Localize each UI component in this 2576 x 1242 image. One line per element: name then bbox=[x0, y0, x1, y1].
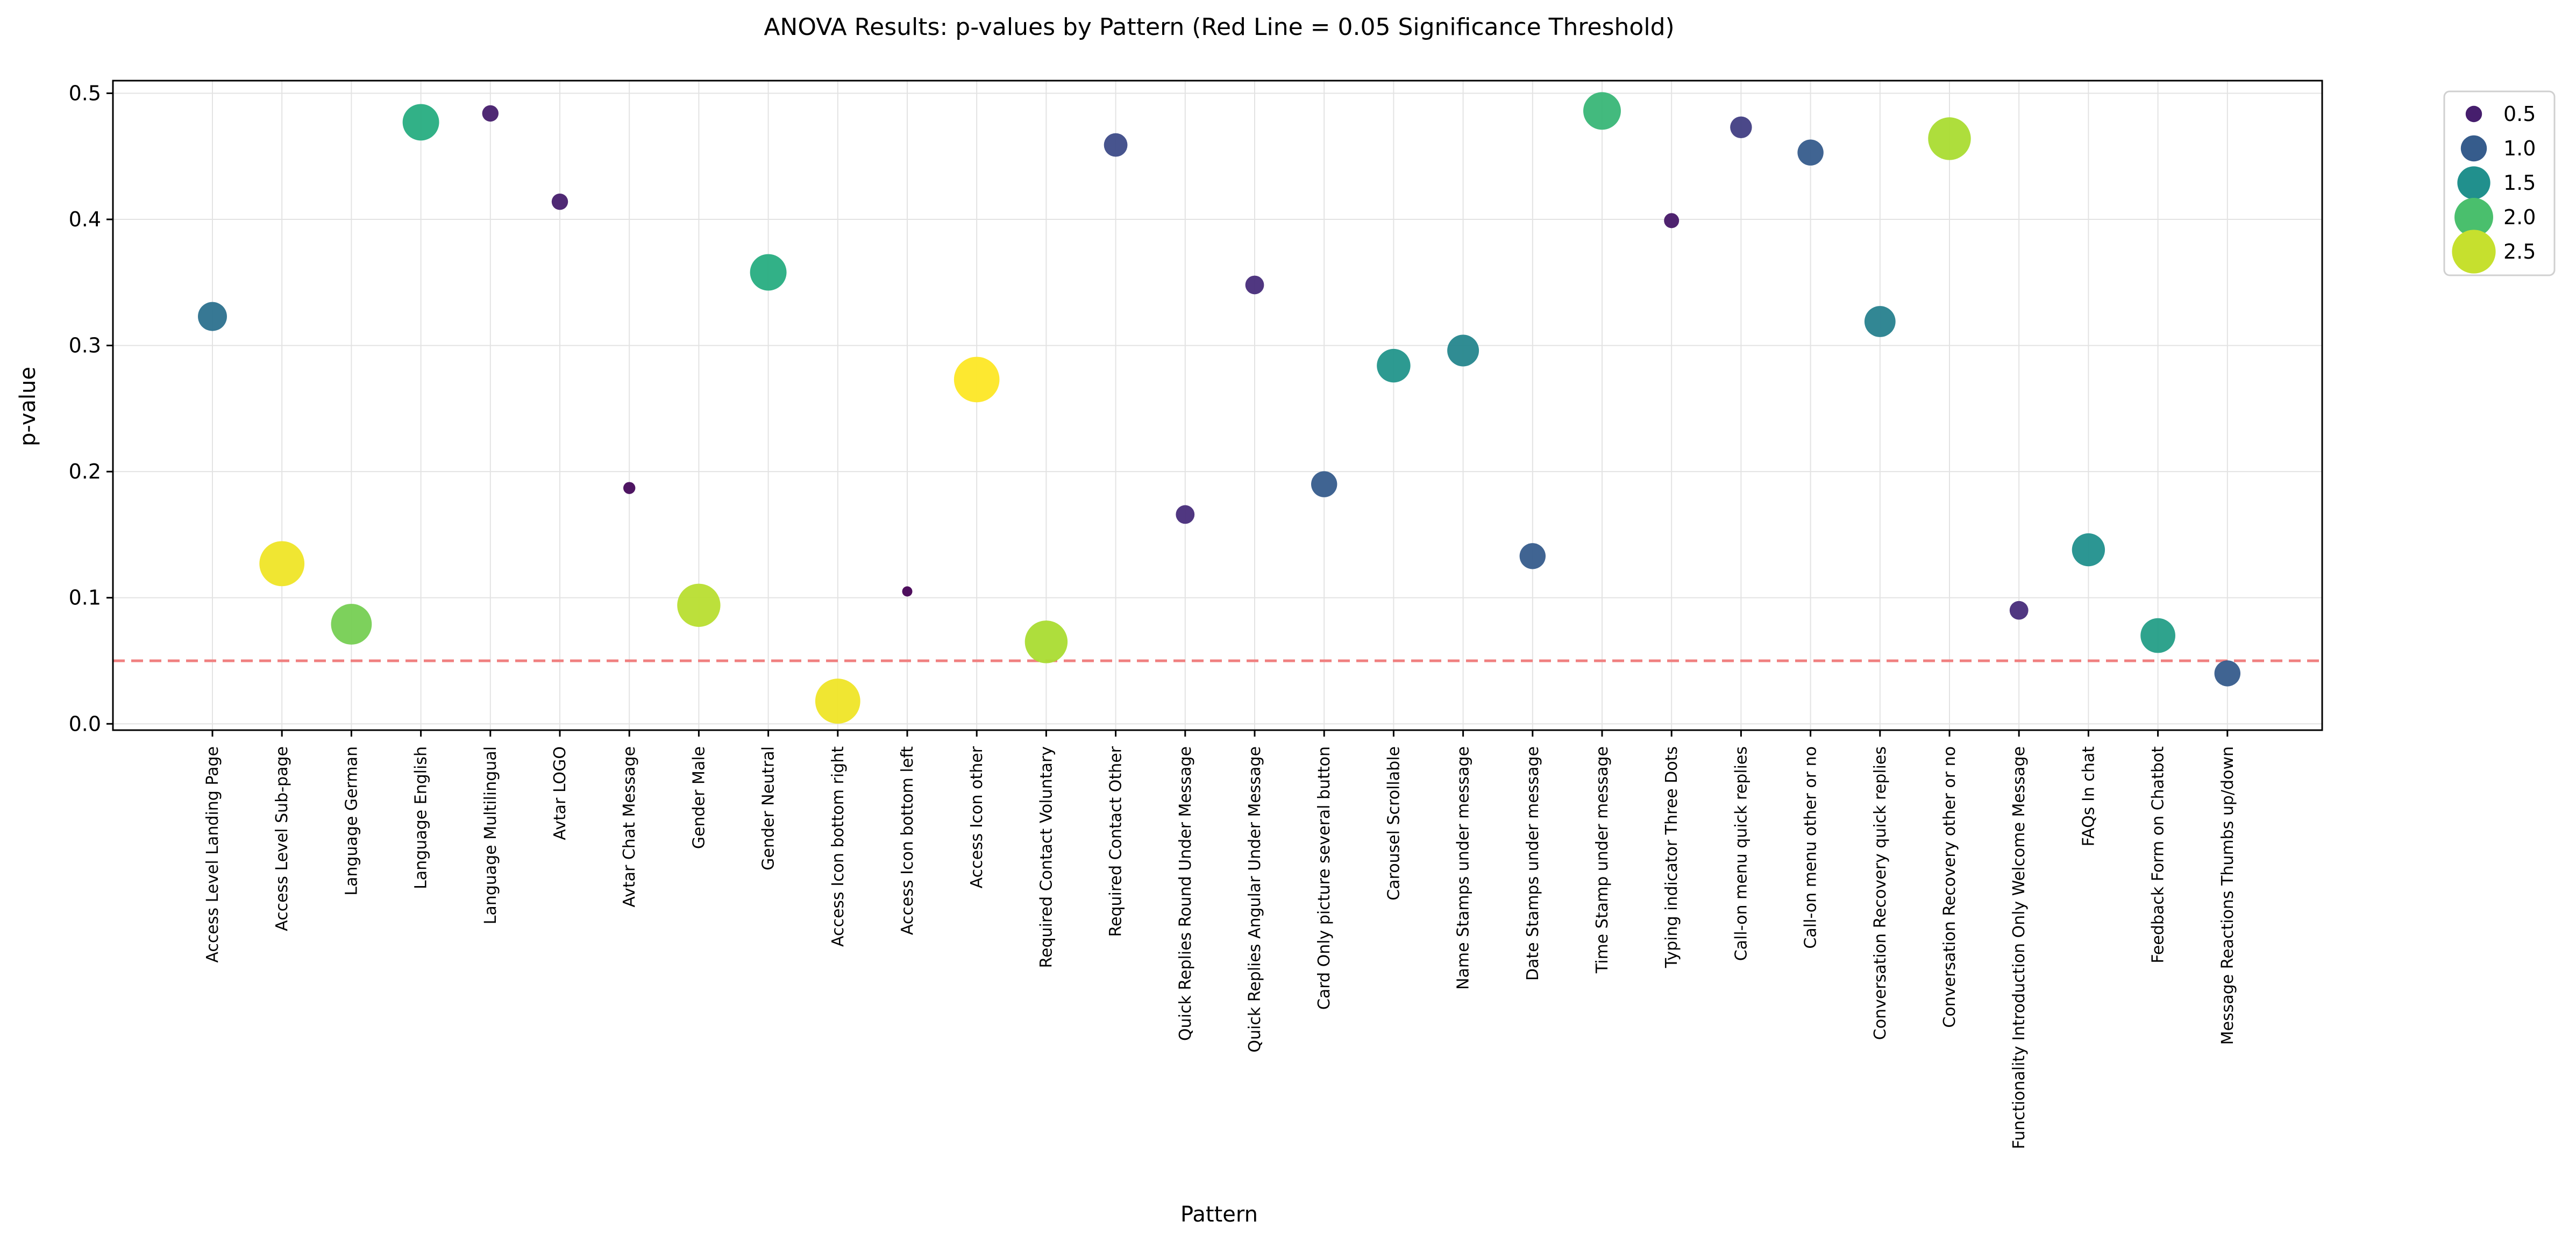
x-axis-label: Pattern bbox=[1180, 1202, 1258, 1227]
data-point bbox=[551, 193, 568, 210]
legend-label: 1.0 bbox=[2503, 137, 2536, 160]
y-tick-label: 0.0 bbox=[69, 712, 101, 736]
x-tick-label: Required Contact Voluntary bbox=[1037, 746, 1056, 968]
data-point bbox=[1583, 92, 1621, 130]
legend: 0.5 1.0 1.5 2.0 2.5 bbox=[2443, 90, 2556, 276]
data-point bbox=[1928, 117, 1971, 160]
x-tick-label: Required Contact Other bbox=[1107, 746, 1126, 937]
data-point bbox=[259, 541, 305, 587]
legend-marker bbox=[2452, 230, 2496, 274]
chart-title: ANOVA Results: p-values by Pattern (Red … bbox=[764, 13, 1674, 41]
data-point bbox=[1176, 505, 1195, 524]
legend-label: 2.0 bbox=[2503, 205, 2536, 229]
data-point bbox=[2072, 533, 2105, 567]
x-tick-label: Access Level Landing Page bbox=[203, 746, 222, 963]
legend-label: 2.5 bbox=[2503, 240, 2536, 263]
data-point bbox=[2214, 660, 2241, 687]
legend-label: 0.5 bbox=[2503, 102, 2536, 126]
data-point bbox=[1797, 139, 1824, 166]
data-point bbox=[623, 482, 636, 494]
data-point bbox=[902, 586, 913, 597]
data-point bbox=[1447, 334, 1479, 367]
x-tick-label: Call-on menu other or no bbox=[1802, 746, 1820, 949]
data-point bbox=[482, 105, 499, 122]
data-point bbox=[953, 356, 1000, 403]
x-tick-label: Message Reactions Thumbs up/down bbox=[2218, 746, 2237, 1045]
data-point bbox=[1664, 213, 1680, 229]
data-point bbox=[2009, 601, 2029, 620]
x-tick-label: Avtar LOGO bbox=[551, 746, 570, 840]
x-tick-label: Access Icon other bbox=[967, 746, 986, 888]
data-point bbox=[1864, 306, 1896, 337]
data-point bbox=[1377, 348, 1411, 383]
x-tick-label: Name Stamps under message bbox=[1454, 746, 1473, 990]
data-point bbox=[815, 679, 860, 724]
data-point bbox=[1519, 543, 1546, 569]
x-tick-label: Conversation Recovery quick replies bbox=[1871, 746, 1890, 1040]
y-tick-label: 0.5 bbox=[69, 81, 101, 105]
legend-marker bbox=[2457, 166, 2490, 199]
data-point bbox=[1311, 471, 1337, 497]
x-tick-label: Avtar Chat Message bbox=[620, 746, 639, 908]
y-tick-label: 0.1 bbox=[69, 586, 101, 610]
data-point bbox=[1245, 275, 1264, 295]
plot-area: 0.0 0.1 0.2 0.3 0.4 0.5 Access Level Landing P… bbox=[69, 80, 2323, 1149]
x-tick-label: Feedback Form on Chatbot bbox=[2149, 746, 2168, 963]
data-point bbox=[1104, 133, 1128, 157]
x-tick-label: Access Icon bottom left bbox=[898, 746, 917, 935]
data-point bbox=[331, 604, 372, 645]
x-tick-label: Access Icon bottom right bbox=[829, 746, 848, 947]
x-tick-label: Gender Neutral bbox=[759, 746, 778, 870]
x-tick-label: Functionality Introduction Only Welcome … bbox=[2010, 746, 2029, 1149]
x-tick-label: Gender Male bbox=[689, 746, 708, 849]
data-point bbox=[198, 302, 227, 331]
x-tick-label: Language English bbox=[412, 746, 431, 889]
x-tick-label: FAQs In chat bbox=[2079, 746, 2098, 847]
y-tick-label: 0.4 bbox=[69, 208, 101, 231]
data-point bbox=[750, 254, 787, 291]
data-point bbox=[402, 104, 439, 141]
x-tick-label: Language Multilingual bbox=[481, 746, 500, 924]
x-tick-label: Conversation Recovery other or no bbox=[1940, 746, 1959, 1028]
x-tick-label: Quick Replies Round Under Message bbox=[1176, 746, 1195, 1041]
x-tick-label: Time Stamp under message bbox=[1593, 746, 1612, 974]
y-tick-label: 0.2 bbox=[69, 460, 101, 483]
x-tick-label: Call-on menu quick replies bbox=[1732, 746, 1750, 961]
legend-label: 1.5 bbox=[2503, 171, 2536, 195]
x-tick-label: Card Only picture several button bbox=[1315, 746, 1334, 1010]
legend-marker bbox=[2465, 105, 2482, 123]
data-point bbox=[1730, 116, 1752, 139]
x-tick-label: Date Stamps under message bbox=[1524, 746, 1542, 981]
plot-frame bbox=[112, 80, 2323, 731]
data-point bbox=[677, 583, 721, 627]
y-tick-label: 0.3 bbox=[69, 334, 101, 358]
x-tick-label: Carousel Scrollable bbox=[1384, 746, 1403, 901]
x-tick-label: Quick Replies Angular Under Message bbox=[1246, 746, 1264, 1053]
x-tick-label: Typing indicator Three Dots bbox=[1662, 746, 1681, 968]
x-tick-label: Language German bbox=[342, 746, 361, 896]
data-point bbox=[2140, 618, 2175, 653]
y-axis-label: p-value bbox=[16, 367, 40, 446]
legend-marker bbox=[2454, 198, 2493, 237]
legend-marker bbox=[2460, 135, 2487, 162]
x-tick-label: Access Level Sub-page bbox=[273, 746, 291, 931]
data-point bbox=[1024, 620, 1068, 663]
